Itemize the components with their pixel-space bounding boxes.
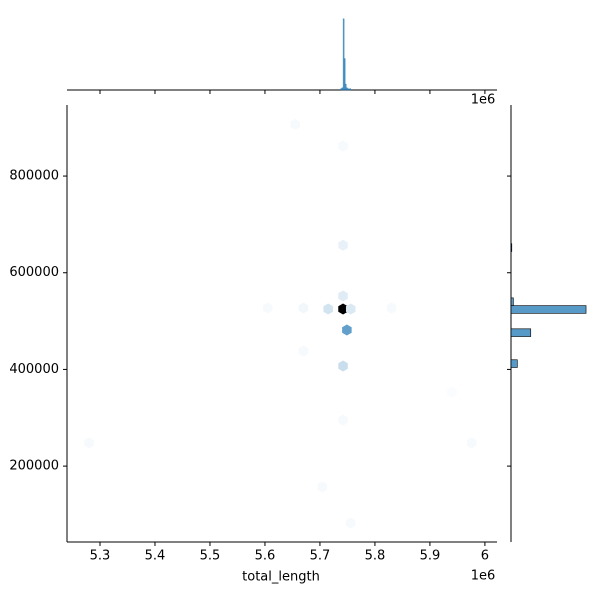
right-hist-bar	[510, 359, 518, 368]
hexbin-cell	[84, 437, 94, 449]
top-hist-bar	[347, 88, 349, 91]
top-hist-bar	[345, 83, 347, 91]
hexbin-cell	[290, 118, 300, 130]
y-tick-label: 600000	[9, 265, 59, 280]
hexbin-cell	[298, 345, 309, 357]
x-tick-label: 5.3	[90, 549, 111, 564]
y-tick-label: 400000	[9, 362, 59, 377]
top-hist-bar	[342, 18, 345, 91]
hexbin-cell	[338, 239, 348, 251]
right-hist-bar	[510, 328, 532, 337]
top-hist-bar	[346, 87, 348, 91]
hexbin-cell	[386, 302, 397, 314]
x-tick-label: 5.7	[310, 549, 331, 564]
y-tick-label: 800000	[9, 169, 59, 184]
hexbin-cell	[317, 481, 327, 493]
hexbin-cell	[447, 386, 457, 398]
hexbin-cell	[338, 290, 348, 302]
hexbin-cell	[338, 140, 348, 152]
hexbin-cell	[338, 303, 348, 315]
x-tick-label: 5.8	[365, 549, 386, 564]
x-tick-label: 6	[481, 549, 489, 564]
x-tick-label: 5.9	[420, 549, 441, 564]
x-axis-label: total_length	[242, 570, 320, 585]
x-tick-label: 5.5	[200, 549, 221, 564]
right-hist-bar	[510, 297, 514, 306]
hexbin-cell	[262, 302, 273, 314]
top-hist-bar	[341, 87, 344, 91]
hexbin-cell	[338, 414, 348, 426]
hexbin-cell	[345, 517, 356, 529]
hexbin-cell	[338, 360, 348, 372]
top-hist-bar	[340, 88, 343, 91]
hexbin-cell	[298, 302, 309, 314]
x-offset-label: 1e6	[471, 569, 496, 584]
hexbin-cell	[466, 437, 477, 449]
right-hist-bar	[510, 243, 513, 252]
top-hist-bar	[349, 88, 351, 91]
y-tick-label: 200000	[9, 459, 59, 474]
top-offset-label: 1e6	[471, 93, 496, 108]
hexbin-cell	[342, 324, 352, 336]
top-hist-bar	[348, 89, 350, 91]
x-tick-label: 5.4	[145, 549, 166, 564]
x-tick-label: 5.6	[255, 549, 276, 564]
hexbin-cell	[345, 303, 356, 315]
right-hist-bar	[510, 305, 587, 314]
top-hist-bar	[343, 58, 346, 91]
hexbin-cell	[323, 303, 333, 315]
